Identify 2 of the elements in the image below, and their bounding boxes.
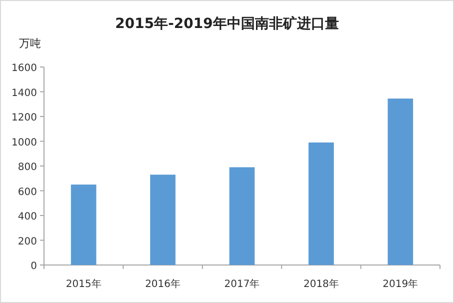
- ylabel: 万吨: [19, 37, 41, 50]
- title: 2015年-2019年中国南非矿进口量: [115, 16, 339, 32]
